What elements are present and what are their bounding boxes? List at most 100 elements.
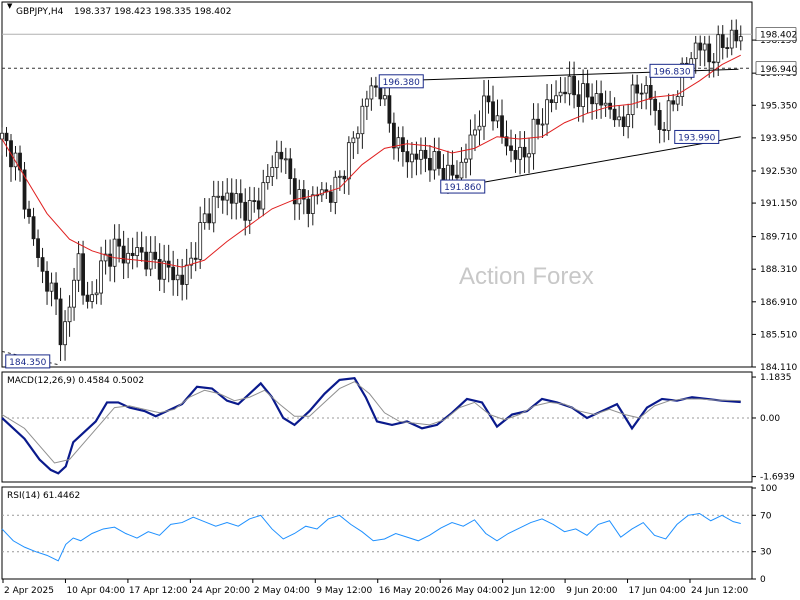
candle xyxy=(229,178,234,220)
macd-title: MACD(12,26,9) 0.4584 0.5002 xyxy=(7,376,144,386)
macd-panel-frame xyxy=(1,371,753,483)
candle xyxy=(599,80,604,119)
candle xyxy=(184,248,189,300)
candle xyxy=(148,236,153,277)
candle-body xyxy=(364,98,369,107)
candle xyxy=(252,187,257,213)
candle xyxy=(18,145,22,182)
candle-body xyxy=(567,75,572,95)
candle xyxy=(414,141,419,176)
candle-body xyxy=(536,118,540,125)
candle xyxy=(527,137,531,174)
candle xyxy=(391,112,396,160)
price-panel: 198.150196.730195.350193.950192.530191.1… xyxy=(0,19,797,373)
rsi-panel-frame xyxy=(1,486,753,580)
price-tick-label: 198.150 xyxy=(760,36,797,46)
candle xyxy=(720,25,725,60)
collapse-triangle-icon: ▼ xyxy=(7,2,13,10)
candle-body xyxy=(378,86,383,100)
candle-body xyxy=(495,115,500,122)
candle xyxy=(292,168,297,221)
candle xyxy=(581,69,585,123)
candle xyxy=(45,261,49,305)
candle-body xyxy=(680,62,685,97)
candle-body xyxy=(518,146,522,160)
candle xyxy=(72,267,76,321)
candle-body xyxy=(45,270,49,292)
candle-body xyxy=(310,194,315,214)
macd-tick-label: 0.00 xyxy=(760,414,780,424)
candle xyxy=(630,74,635,129)
candle xyxy=(270,155,275,187)
candle-body xyxy=(153,251,158,260)
candle xyxy=(49,272,54,307)
candle-body xyxy=(99,260,104,294)
candle xyxy=(666,93,671,141)
candle xyxy=(707,35,712,78)
candle-body xyxy=(432,151,437,171)
candle-body xyxy=(180,274,185,285)
candle-body xyxy=(202,213,207,223)
candle xyxy=(90,281,94,309)
macd-signal-line xyxy=(1,381,741,464)
candle xyxy=(288,148,293,195)
lower-trendline xyxy=(459,136,741,188)
candle-body xyxy=(328,191,333,203)
candle xyxy=(486,79,491,114)
candle xyxy=(464,143,468,179)
price-tick-label: 189.710 xyxy=(760,233,797,243)
candle-body xyxy=(207,213,212,224)
candle-body xyxy=(108,253,113,267)
watermark: Action Forex xyxy=(459,263,594,290)
time-tick-label: 2 Jun 12:00 xyxy=(504,586,556,596)
candle-body xyxy=(738,36,743,42)
candle xyxy=(130,237,135,270)
candle xyxy=(13,145,18,181)
candle-body xyxy=(256,200,261,210)
candle xyxy=(189,242,194,279)
candle-body xyxy=(31,216,36,240)
candle-body xyxy=(67,306,72,323)
candle xyxy=(405,139,410,178)
candle xyxy=(554,80,558,110)
candle-body xyxy=(238,193,243,203)
time-tick-label: 10 Apr 04:00 xyxy=(66,586,125,596)
candle xyxy=(698,35,703,67)
candle-body xyxy=(157,258,162,280)
candle xyxy=(180,258,185,301)
candle xyxy=(171,250,176,296)
moving-average-line xyxy=(1,54,741,268)
price-tick-label: 186.910 xyxy=(760,298,797,308)
candle xyxy=(531,103,536,170)
candle xyxy=(536,103,540,140)
candle-body xyxy=(63,321,67,346)
resistance-axis-tag-label: 196.940 xyxy=(760,65,797,75)
candle xyxy=(94,279,99,305)
price-annotation: 184.350 xyxy=(5,354,51,369)
candle-body xyxy=(558,91,563,97)
candle-body xyxy=(491,101,495,122)
candle-body xyxy=(396,137,401,149)
candle xyxy=(355,126,360,155)
price-annotation: 196.380 xyxy=(378,74,424,89)
candle-body xyxy=(639,92,644,95)
candle-body xyxy=(270,167,275,177)
candle-body xyxy=(437,151,441,169)
candle-body xyxy=(27,208,31,218)
candle xyxy=(648,76,653,116)
candle xyxy=(473,114,477,152)
candle xyxy=(139,231,144,262)
candle-body xyxy=(184,264,189,285)
resistance-axis-tag-box xyxy=(755,61,797,76)
price-annotation: 196.830 xyxy=(649,63,695,78)
candle xyxy=(410,141,414,179)
candle-body xyxy=(675,96,680,105)
candle xyxy=(220,181,225,214)
candle-body xyxy=(198,222,203,260)
candle xyxy=(549,84,554,113)
candle-body xyxy=(648,85,653,100)
candle-body xyxy=(112,238,117,267)
candle xyxy=(590,83,594,120)
annotation-label: 193.990 xyxy=(678,133,715,143)
candle-body xyxy=(540,123,545,126)
